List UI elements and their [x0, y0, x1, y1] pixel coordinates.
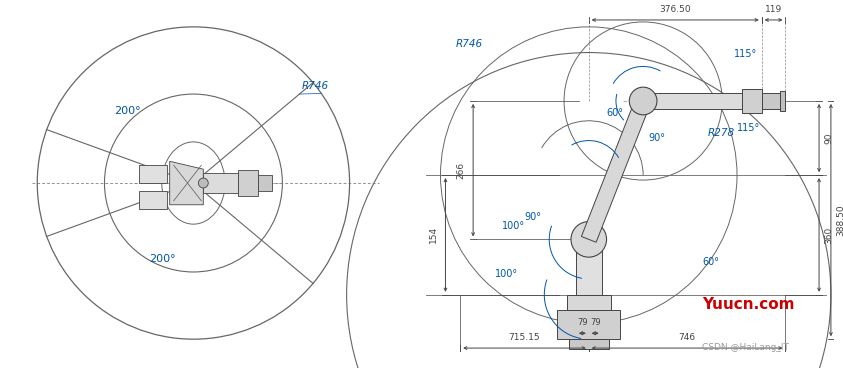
Text: 266: 266	[456, 162, 465, 179]
Text: R746: R746	[455, 38, 482, 48]
Text: 100°: 100°	[495, 269, 518, 279]
Text: 715.15: 715.15	[508, 333, 540, 342]
Text: 100°: 100°	[502, 222, 525, 232]
Text: R746: R746	[302, 81, 330, 91]
Text: 79: 79	[577, 318, 588, 327]
Text: 90: 90	[824, 132, 833, 144]
Polygon shape	[762, 93, 780, 109]
Text: 60°: 60°	[607, 108, 624, 118]
Polygon shape	[780, 91, 786, 111]
Text: 388.50: 388.50	[836, 204, 843, 236]
Polygon shape	[576, 239, 602, 295]
Text: R278: R278	[707, 128, 734, 138]
Text: 200°: 200°	[149, 254, 175, 264]
Text: CSDN @HaiLang_IT: CSDN @HaiLang_IT	[702, 343, 789, 352]
Polygon shape	[643, 93, 742, 109]
Text: 115°: 115°	[734, 48, 757, 58]
Text: 200°: 200°	[115, 106, 141, 116]
Text: 79: 79	[590, 318, 600, 327]
Polygon shape	[203, 173, 238, 193]
Circle shape	[571, 222, 607, 257]
Polygon shape	[569, 339, 609, 349]
Text: 115°: 115°	[737, 122, 760, 132]
Text: 90°: 90°	[524, 212, 541, 222]
Text: 119: 119	[765, 5, 782, 14]
Polygon shape	[742, 89, 762, 113]
Polygon shape	[238, 170, 258, 196]
Text: Yuucn.com: Yuucn.com	[702, 296, 795, 312]
Text: 90°: 90°	[648, 132, 665, 142]
Polygon shape	[567, 295, 610, 310]
Polygon shape	[557, 310, 620, 339]
Circle shape	[198, 178, 208, 188]
Text: 154: 154	[428, 226, 438, 243]
Polygon shape	[582, 98, 651, 242]
Text: 376.50: 376.50	[659, 5, 691, 14]
Text: 60°: 60°	[702, 257, 719, 267]
Text: 746: 746	[679, 333, 695, 342]
Bar	[139, 165, 167, 183]
Circle shape	[629, 87, 657, 115]
Polygon shape	[258, 175, 272, 191]
Text: 360: 360	[824, 226, 833, 243]
Bar	[139, 191, 167, 209]
Polygon shape	[169, 161, 203, 205]
